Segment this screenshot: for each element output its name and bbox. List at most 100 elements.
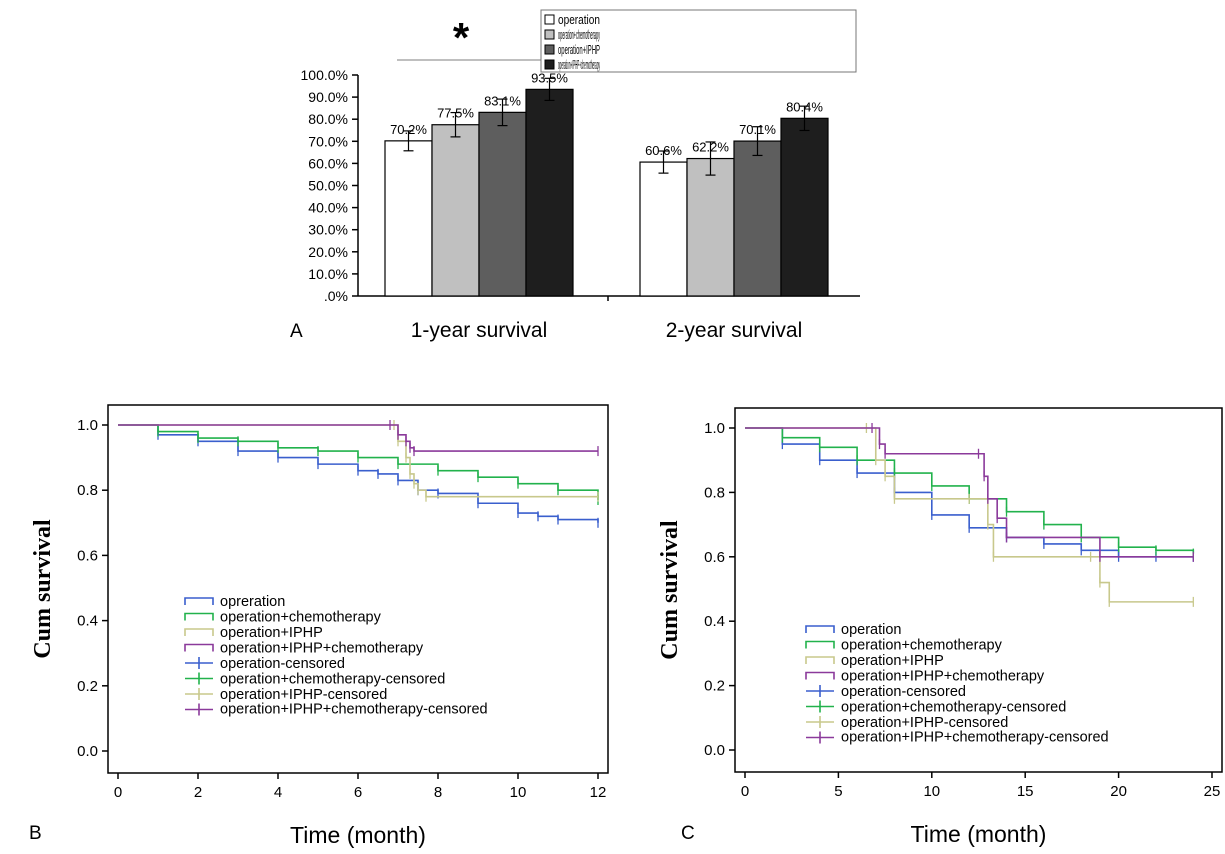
bar-value-label: 93.5% bbox=[531, 70, 568, 85]
km-x-axis-title: Time (month) bbox=[290, 822, 426, 848]
significance-star: * bbox=[453, 14, 470, 61]
km-x-axis-title: Time (month) bbox=[911, 821, 1047, 847]
bar-y-tick-label: 40.0% bbox=[308, 200, 348, 216]
km-x-tick-label: 4 bbox=[274, 784, 282, 801]
bar-y-tick-label: .0% bbox=[324, 288, 348, 304]
km-y-tick-label: 0.6 bbox=[704, 549, 725, 566]
legend-line bbox=[805, 671, 835, 680]
bar bbox=[384, 140, 433, 297]
km-y-tick-label: 0.8 bbox=[77, 482, 98, 499]
km-y-tick-label: 1.0 bbox=[704, 420, 725, 437]
bar-value-label: 70.2% bbox=[390, 122, 427, 137]
legend-label: operation+chemotherapy-censored bbox=[220, 672, 445, 688]
km-y-tick-label: 1.0 bbox=[77, 417, 98, 434]
legend-label: operation+chemotherapy-censored bbox=[841, 700, 1066, 716]
legend-line bbox=[805, 625, 835, 633]
legend-line bbox=[805, 656, 835, 664]
km-x-tick-label: 25 bbox=[1204, 783, 1221, 800]
km-x-tick-label: 0 bbox=[741, 783, 749, 800]
panel-label-c: C bbox=[681, 823, 695, 844]
bar-y-tick-label: 20.0% bbox=[308, 244, 348, 260]
legend-label: operation+chemotherapy bbox=[841, 638, 1003, 654]
km-curve bbox=[745, 427, 1195, 554]
km-x-tick-label: 6 bbox=[354, 784, 362, 801]
legend-label: operation-censored bbox=[841, 684, 966, 700]
legend-label: opreration bbox=[220, 594, 285, 610]
legend-label: operation+IPHP-censored bbox=[841, 715, 1008, 731]
legend-line bbox=[184, 628, 214, 636]
bar bbox=[780, 117, 829, 297]
legend-line bbox=[184, 643, 214, 652]
bar-value-label: 62.2% bbox=[692, 140, 729, 155]
km-x-tick-label: 10 bbox=[510, 784, 527, 801]
km-x-tick-label: 2 bbox=[194, 784, 202, 801]
legend-label: operation+chemotherapy bbox=[558, 27, 600, 42]
legend-label: operation+IPHP+chemotherapy bbox=[220, 641, 424, 657]
bar-value-label: 77.5% bbox=[437, 106, 474, 121]
legend-swatch bbox=[544, 59, 555, 70]
km-y-axis-title: Cum survival bbox=[657, 520, 683, 660]
bar-y-tick-label: 60.0% bbox=[308, 155, 348, 171]
bar-category-label: 1-year survival bbox=[411, 319, 548, 342]
km-y-tick-label: 0.8 bbox=[704, 484, 725, 501]
legend-label: operation+chemotherapy bbox=[220, 610, 382, 626]
km-y-tick-label: 0.4 bbox=[704, 613, 725, 630]
km-y-tick-label: 0.4 bbox=[77, 613, 98, 630]
bar-value-label: 70.1% bbox=[739, 122, 776, 137]
km-curve bbox=[745, 427, 1194, 558]
legend-label: operation bbox=[558, 12, 600, 27]
legend-swatch bbox=[544, 44, 555, 55]
bar-legend-box bbox=[540, 9, 857, 73]
km-y-tick-label: 0.0 bbox=[704, 742, 725, 759]
bar-y-tick-label: 80.0% bbox=[308, 111, 348, 127]
km-y-tick-label: 0.2 bbox=[704, 678, 725, 695]
legend-label: operation+IPHP+chemotherapy bbox=[841, 669, 1045, 685]
km-plot-frame bbox=[734, 407, 1223, 773]
bar-y-tick-label: 10.0% bbox=[308, 266, 348, 282]
panel-label-b: B bbox=[29, 823, 42, 844]
legend-label: operation+IPHP+chemotherapy-censored bbox=[841, 730, 1109, 746]
legend-label: operation+IPHP-censored bbox=[220, 687, 387, 703]
km-x-tick-label: 20 bbox=[1110, 783, 1127, 800]
legend-line bbox=[184, 612, 214, 621]
legend-swatch bbox=[544, 14, 555, 25]
km-x-tick-label: 0 bbox=[114, 784, 122, 801]
legend-line bbox=[805, 640, 835, 649]
legend-label: operation+IPHP bbox=[558, 42, 600, 57]
bar bbox=[733, 140, 782, 297]
bar-y-tick-label: 100.0% bbox=[301, 67, 348, 83]
km-y-tick-label: 0.2 bbox=[77, 678, 98, 695]
km-y-axis-title: Cum survival bbox=[30, 519, 56, 659]
bar-value-label: 60.6% bbox=[645, 143, 682, 158]
km-y-tick-label: 0.6 bbox=[77, 547, 98, 564]
bar-category-label: 2-year survival bbox=[666, 319, 803, 342]
legend-label: operation bbox=[841, 622, 901, 638]
km-x-tick-label: 12 bbox=[590, 784, 607, 801]
bar-y-tick-label: 70.0% bbox=[308, 133, 348, 149]
legend-label: operation+IPHP+chemotherapy bbox=[558, 57, 600, 72]
panel-label-a: A bbox=[290, 321, 303, 342]
bar-value-label: 80.4% bbox=[786, 99, 823, 114]
km-x-tick-label: 15 bbox=[1017, 783, 1034, 800]
bar bbox=[686, 157, 735, 297]
bar-value-label: 83.1% bbox=[484, 93, 521, 108]
km-y-tick-label: 0.0 bbox=[77, 743, 98, 760]
legend-label: operation+IPHP bbox=[220, 625, 323, 641]
km-x-tick-label: 10 bbox=[923, 783, 940, 800]
bar-y-tick-label: 30.0% bbox=[308, 222, 348, 238]
bar-y-tick-label: 90.0% bbox=[308, 89, 348, 105]
bar-y-tick-label: 50.0% bbox=[308, 178, 348, 194]
legend-label: operation-censored bbox=[220, 656, 345, 672]
bar bbox=[525, 88, 574, 297]
km-curve bbox=[118, 424, 598, 452]
legend-label: operation+IPHP bbox=[841, 653, 944, 669]
bar bbox=[639, 161, 688, 297]
legend-line bbox=[184, 597, 214, 605]
legend-label: operation+IPHP+chemotherapy-censored bbox=[220, 702, 488, 718]
km-x-tick-label: 8 bbox=[434, 784, 442, 801]
bar bbox=[478, 111, 527, 297]
bar bbox=[431, 124, 480, 297]
legend-swatch bbox=[544, 29, 555, 40]
km-x-tick-label: 5 bbox=[834, 783, 842, 800]
